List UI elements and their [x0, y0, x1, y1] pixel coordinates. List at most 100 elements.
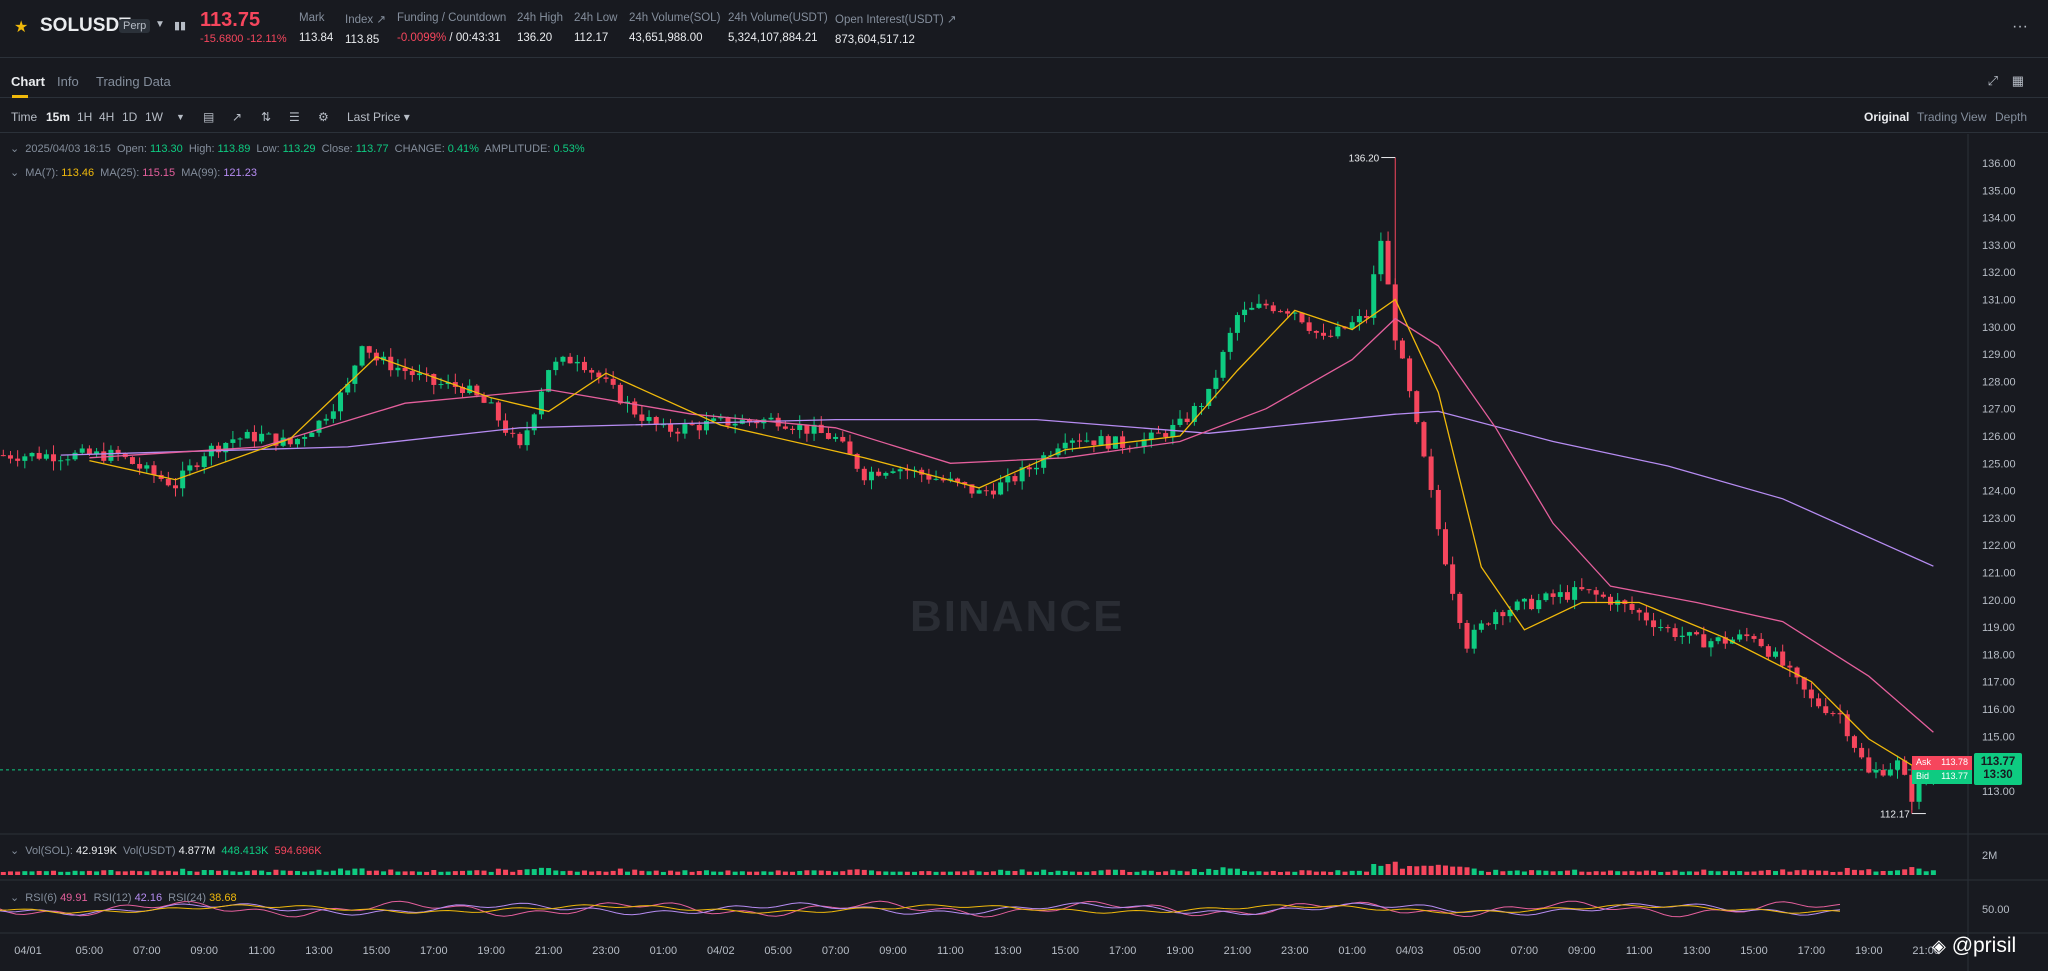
stat-funding: Funding / Countdown -0.0099% / 00:43:31 [397, 12, 506, 44]
candle-type-icon[interactable]: ⇅ [261, 110, 272, 124]
interval-1d[interactable]: 1D [122, 110, 138, 124]
collapse-legend-icon[interactable]: ⌄ [10, 167, 20, 179]
candle-body [366, 346, 372, 353]
candle-body [962, 482, 968, 485]
collapse-legend-icon[interactable]: ⌄ [10, 143, 20, 155]
candle-body [1715, 637, 1721, 642]
candle-body [1242, 309, 1248, 316]
candle-body [1407, 358, 1413, 392]
candle-body [1543, 593, 1549, 601]
candle-body [388, 356, 394, 371]
time-tick-label: 23:00 [1281, 945, 1309, 957]
candle-body [194, 465, 200, 468]
volume-bar [675, 871, 681, 875]
stat-value: 113.84 [299, 32, 334, 44]
volume-bar [1765, 870, 1771, 875]
volume-bar [625, 871, 631, 875]
volume-bar [790, 871, 796, 875]
symbol-dropdown-icon[interactable]: ▼ [155, 19, 165, 30]
candle-body [933, 478, 939, 480]
calendar-icon[interactable]: ▤ [203, 110, 215, 124]
symbol-name[interactable]: SOLUSDT [40, 15, 131, 36]
candle-body [474, 385, 480, 396]
time-tick-label: 21:00 [535, 945, 563, 957]
volume-bar [287, 870, 293, 875]
stat-label: 24h Low [574, 12, 618, 24]
interval-time[interactable]: Time [11, 110, 38, 124]
price-type-dropdown[interactable]: Last Price ▾ [347, 110, 410, 124]
chart-canvas[interactable]: 136.00 135.00 134.00 133.00 132.00 131.00 130.… [0, 134, 2048, 971]
stat-open-interest[interactable]: Open Interest(USDT) ↗ 873,604,517.12 [835, 12, 956, 46]
stat-label: Mark [299, 12, 325, 24]
interval-15m[interactable]: 15m [46, 110, 71, 124]
template-icon[interactable]: ☰ [289, 110, 300, 124]
price-tick-label: 121.00 [1982, 568, 2016, 580]
candle-body [1277, 311, 1283, 313]
candle-body [1478, 623, 1484, 630]
favorite-star-icon[interactable]: ★ [14, 19, 29, 36]
volume-bar [696, 871, 702, 875]
volume-bar [1349, 870, 1355, 875]
volume-bar [1450, 866, 1456, 875]
collapse-legend-icon[interactable]: ⌄ [10, 892, 20, 904]
vol-usdt-value: 4.877M [178, 845, 216, 857]
interval-4h[interactable]: 4H [99, 110, 115, 124]
volume-bar [682, 870, 688, 875]
stat-value: 873,604,517.12 [835, 34, 915, 46]
volume-bar [1242, 871, 1248, 875]
candle-body [29, 452, 35, 457]
volume-bar [1787, 871, 1793, 875]
candlestick-chart[interactable]: 136.00 135.00 134.00 133.00 132.00 131.00 130.… [0, 134, 2048, 971]
stat-value: 136.20 [517, 32, 553, 44]
stat-value: 5,324,107,884.21 [728, 32, 818, 44]
price-tick-label: 124.00 [1982, 486, 2016, 498]
volume-bar [244, 870, 250, 875]
volume-bar [1593, 871, 1599, 875]
settings-gear-icon[interactable]: ⚙ [318, 110, 329, 124]
user-handle-watermark: ◈ @prisil [1932, 934, 2016, 958]
stat-index[interactable]: Index ↗ 113.85 [345, 12, 386, 46]
volume-bar [330, 870, 336, 875]
collapse-legend-icon[interactable]: ⌄ [10, 845, 20, 857]
candle-body [668, 424, 674, 432]
funding-rate: -0.0099% [397, 32, 447, 44]
candle-body [1414, 391, 1420, 423]
volume-bar [1701, 869, 1707, 875]
view-original[interactable]: Original [1864, 110, 1910, 124]
volume-bar [1313, 871, 1319, 875]
bar-chart-icon[interactable]: ▮▮ [174, 20, 187, 32]
tab-info[interactable]: Info [57, 74, 79, 89]
candle-body [1909, 774, 1915, 802]
tab-chart[interactable]: Chart [11, 74, 45, 89]
layout-grid-icon[interactable]: ▦ [2011, 73, 2024, 88]
fullscreen-icon[interactable]: ⤢ [1987, 73, 1998, 88]
view-depth[interactable]: Depth [1995, 110, 2028, 124]
ma7-label: MA(7): [25, 167, 59, 179]
interval-1w[interactable]: 1W [145, 110, 163, 124]
volume-bar [1694, 871, 1700, 875]
candle-body [1062, 442, 1068, 449]
candle-body [1177, 418, 1183, 425]
more-intervals-icon[interactable]: ▼ [176, 112, 185, 122]
candle-body [1428, 456, 1434, 490]
candle-body [352, 365, 358, 384]
ma-legend: ⌄ MA(7): 113.46 MA(25): 115.15 MA(99): 121.… [10, 166, 260, 179]
volume-bar [1887, 870, 1893, 875]
candle-body [639, 414, 645, 421]
stat-value: 112.17 [574, 32, 609, 44]
interval-1h[interactable]: 1H [77, 110, 93, 124]
tab-trading-data[interactable]: Trading Data [96, 74, 171, 89]
volume-bar [1773, 871, 1779, 875]
view-trading-view[interactable]: Trading View [1917, 110, 1987, 124]
indicator-icon[interactable]: ↗ [232, 110, 243, 124]
time-tick-label: 05:00 [76, 945, 104, 957]
volume-bar [101, 870, 107, 875]
rsi12-value: 42.16 [134, 892, 163, 904]
candle-body [58, 460, 64, 462]
time-tick-label: 13:00 [994, 945, 1022, 957]
high-marker-label: 136.20 [1349, 154, 1380, 165]
stat-label: Funding / Countdown [397, 12, 507, 24]
ticker-header: ★ SOLUSDT Perp ▼ ▮▮ 113.75 -15.6800 -12.… [0, 0, 2048, 58]
more-options-icon[interactable]: ··· [2012, 18, 2028, 35]
volume-bar [560, 871, 566, 875]
